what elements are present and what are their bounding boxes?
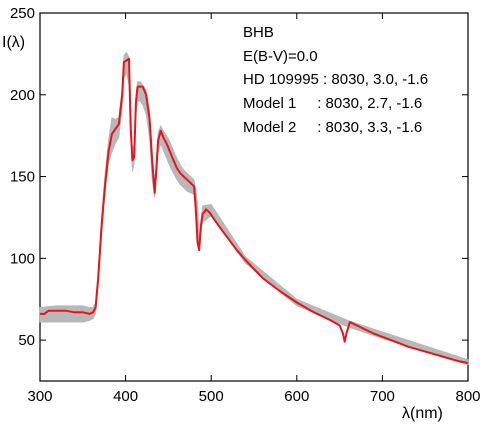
model-band	[39, 51, 469, 366]
y-axis: 50 100 150 200 250	[10, 5, 468, 349]
x-axis: 300 400 500 600 700 800	[27, 13, 481, 405]
legend-line-3: HD 109995 : 8030, 3.0, -1.6	[243, 71, 428, 88]
plot-frame	[39, 12, 469, 382]
x-tick-label: 800	[455, 388, 480, 405]
series-layer	[40, 57, 469, 364]
series-line-0	[40, 57, 469, 364]
y-tick-label: 50	[18, 332, 35, 349]
x-tick-label: 700	[370, 388, 395, 405]
y-tick-label: 200	[10, 87, 35, 104]
x-tick-label: 300	[27, 388, 52, 405]
model-band-layer	[39, 51, 469, 366]
legend-line-2: E(B-V)=0.0	[243, 48, 318, 65]
x-tick-label: 400	[113, 388, 138, 405]
y-axis-label: I(λ)	[2, 34, 25, 51]
y-tick-label: 100	[10, 250, 35, 267]
legend-line-4: Model 1 : 8030, 2.7, -1.6	[243, 95, 422, 112]
legend-line-5: Model 2 : 8030, 3.3, -1.6	[243, 119, 422, 136]
x-tick-label: 600	[284, 388, 309, 405]
legend-line-1: BHB	[243, 24, 274, 41]
y-tick-label: 250	[10, 5, 35, 22]
x-tick-label: 500	[199, 388, 224, 405]
x-axis-label: λ(nm)	[402, 405, 443, 422]
y-tick-label: 150	[10, 169, 35, 186]
legend: BHB E(B-V)=0.0 HD 109995 : 8030, 3.0, -1…	[243, 24, 428, 136]
